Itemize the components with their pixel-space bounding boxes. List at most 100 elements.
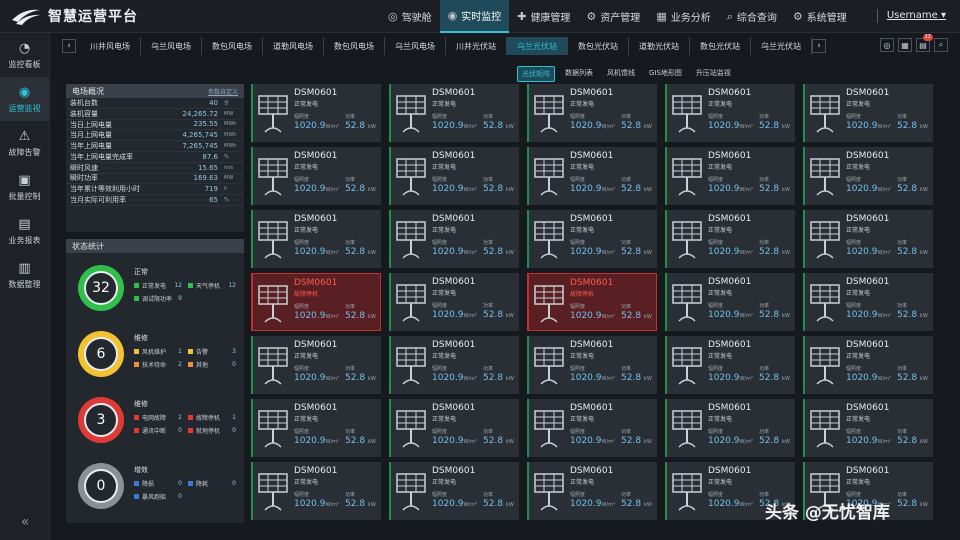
card-name: DSM0601 bbox=[432, 403, 476, 413]
notification-icon[interactable]: ▤ 12 bbox=[916, 34, 933, 52]
topnav-item[interactable]: ⚙ 资产管理 bbox=[578, 0, 648, 33]
irradiance-label: 辐照度 bbox=[846, 177, 862, 183]
card-status: 正常发电 bbox=[432, 227, 457, 234]
station-tab[interactable]: 道勒光伏站 bbox=[629, 37, 690, 55]
solar-card[interactable]: DSM0601 正常发电 辐照度 功率 1020.9W/m² 52.8 kW bbox=[527, 399, 657, 457]
solar-card[interactable]: DSM0601 正常发电 辐照度 功率 1020.9W/m² 52.8 kW bbox=[251, 336, 381, 394]
next-arrow-icon[interactable]: › bbox=[812, 39, 826, 53]
view-tab[interactable]: 数据列表 bbox=[565, 69, 593, 77]
irradiance-unit: W/m² bbox=[325, 376, 340, 382]
user-menu[interactable]: Username ▾ bbox=[886, 10, 946, 21]
station-tab[interactable]: 乌兰光伏站 bbox=[751, 37, 812, 55]
target-icon[interactable]: ◎ bbox=[880, 38, 894, 52]
station-tab[interactable]: 川井风电场 bbox=[80, 37, 141, 55]
sidebar-item[interactable]: ▣ 批量控制 bbox=[0, 165, 49, 209]
card-status: 正常发电 bbox=[294, 353, 319, 360]
topnav-item[interactable]: ⚙ 系统管理 bbox=[785, 0, 855, 33]
station-tab[interactable]: 川井光伏站 bbox=[446, 37, 507, 55]
solar-card[interactable]: DSM0601 正常发电 辐照度 功率 1020.9W/m² 52.8 kW bbox=[389, 336, 519, 394]
solar-card[interactable]: DSM0601 正常发电 辐照度 功率 1020.9W/m² 52.8 kW bbox=[527, 210, 657, 268]
solar-card[interactable]: DSM0601 正常发电 辐照度 功率 1020.9W/m² 52.8 kW bbox=[389, 273, 519, 331]
sidebar: ◔ 监控看板 ◉ 运营监视 ⚠ 故障告警 ▣ 批量控制 ▤ 业务报表 ▥ 数据整理 « bbox=[0, 33, 50, 540]
solar-card[interactable]: DSM0601 正常发电 辐照度 功率 1020.9W/m² 52.8 kW bbox=[389, 84, 519, 142]
solar-card[interactable]: DSM0601 正常发电 辐照度 功率 1020.9W/m² 52.8 kW bbox=[803, 336, 933, 394]
app-logo[interactable]: 智慧运营平台 bbox=[10, 6, 138, 26]
station-tab[interactable]: 数包风电场 bbox=[202, 37, 263, 55]
sidebar-item[interactable]: ▥ 数据整理 bbox=[0, 253, 49, 297]
power-label: 功率 bbox=[759, 240, 770, 246]
solar-card[interactable]: DSM0601 正常发电 辐照度 功率 1020.9W/m² 52.8 kW bbox=[665, 336, 795, 394]
solar-card[interactable]: DSM0601 正常发电 辐照度 功率 1020.9W/m² 52.8 kW bbox=[803, 399, 933, 457]
solar-card[interactable]: DSM0601 正常发电 辐照度 功率 1020.9W/m² 52.8 kW bbox=[665, 273, 795, 331]
power-value: 52.8 kW bbox=[897, 436, 928, 446]
logo-icon bbox=[12, 9, 40, 25]
grid-icon[interactable]: ▦ bbox=[898, 38, 912, 52]
power-unit: kW bbox=[781, 124, 790, 130]
solar-card[interactable]: DSM0601 正常发电 辐照度 功率 1020.9W/m² 52.8 kW bbox=[389, 210, 519, 268]
irradiance-unit: W/m² bbox=[877, 250, 892, 256]
solar-card[interactable]: DSM0601 正常发电 辐照度 功率 1020.9W/m² 52.8 kW bbox=[527, 462, 657, 520]
station-tab[interactable]: 数包光伏站 bbox=[568, 37, 629, 55]
solar-card[interactable]: DSM0601 正常发电 辐照度 功率 1020.9W/m² 52.8 kW bbox=[665, 210, 795, 268]
topnav-item[interactable]: ✚ 健康管理 bbox=[509, 0, 578, 33]
solar-card[interactable]: DSM0601 正常发电 辐照度 功率 1020.9W/m² 52.8 kW bbox=[251, 462, 381, 520]
sidebar-item[interactable]: ▤ 业务报表 bbox=[0, 209, 49, 253]
station-tab[interactable]: 数包光伏站 bbox=[690, 37, 751, 55]
solar-card[interactable]: DSM0601 故障停机 辐照度 功率 1020.9W/m² 52.8 kW bbox=[251, 273, 381, 331]
prev-arrow-icon[interactable]: ‹ bbox=[62, 39, 76, 53]
solar-card[interactable]: DSM0601 正常发电 辐照度 功率 1020.9W/m² 52.8 kW bbox=[803, 147, 933, 205]
solar-card[interactable]: DSM0601 正常发电 辐照度 功率 1020.9W/m² 52.8 kW bbox=[803, 462, 933, 520]
view-tab[interactable]: 升压站监视 bbox=[695, 69, 731, 77]
irradiance-unit: W/m² bbox=[325, 502, 340, 508]
station-tab[interactable]: 乌兰风电场 bbox=[385, 37, 446, 55]
power-unit: kW bbox=[367, 187, 376, 193]
status-count: 6 bbox=[84, 337, 118, 371]
collapse-icon[interactable]: « bbox=[20, 514, 30, 530]
view-tab[interactable]: 风机馈线 bbox=[607, 69, 635, 77]
solar-card[interactable]: DSM0601 正常发电 辐照度 功率 1020.9W/m² 52.8 kW bbox=[389, 399, 519, 457]
solar-card[interactable]: DSM0601 正常发电 辐照度 功率 1020.9W/m² 52.8 kW bbox=[389, 462, 519, 520]
station-tab[interactable]: 乌兰风电场 bbox=[141, 37, 202, 55]
station-tab[interactable]: 道勒风电场 bbox=[263, 37, 324, 55]
view-tab[interactable]: GIS地形图 bbox=[649, 69, 682, 77]
search-icon[interactable]: ⌕ bbox=[934, 38, 948, 52]
custom-params-link[interactable]: 参数自定义 bbox=[207, 88, 238, 96]
station-tab[interactable]: 乌兰光伏站 bbox=[507, 37, 568, 55]
solar-card[interactable]: DSM0601 正常发电 辐照度 功率 1020.9W/m² 52.8 kW bbox=[665, 147, 795, 205]
solar-card[interactable]: DSM0601 正常发电 辐照度 功率 1020.9W/m² 52.8 kW bbox=[665, 84, 795, 142]
power-number: 52.8 bbox=[483, 310, 504, 320]
irradiance-unit: W/m² bbox=[877, 439, 892, 445]
sidebar-item[interactable]: ⚠ 故障告警 bbox=[0, 121, 49, 165]
power-unit: kW bbox=[919, 250, 928, 256]
solar-card[interactable]: DSM0601 正常发电 辐照度 功率 1020.9W/m² 52.8 kW bbox=[803, 210, 933, 268]
solar-card[interactable]: DSM0601 正常发电 辐照度 功率 1020.9W/m² 52.8 kW bbox=[803, 84, 933, 142]
power-number: 52.8 bbox=[621, 373, 642, 383]
topnav-item[interactable]: ⌕ 综合查询 bbox=[719, 0, 785, 33]
card-name: DSM0601 bbox=[294, 151, 338, 161]
solar-card[interactable]: DSM0601 正常发电 辐照度 功率 1020.9W/m² 52.8 kW bbox=[665, 462, 795, 520]
view-tabs: 光伏矩阵 数据列表 风机馈线 GIS地形图 升压站监视 bbox=[517, 66, 735, 82]
sidebar-item[interactable]: ◔ 监控看板 bbox=[0, 33, 49, 77]
solar-card[interactable]: DSM0601 正常发电 辐照度 功率 1020.9W/m² 52.8 kW bbox=[803, 273, 933, 331]
irradiance-unit: W/m² bbox=[739, 502, 754, 508]
solar-card[interactable]: DSM0601 故障停机 辐照度 功率 1020.9W/m² 52.8 kW bbox=[527, 273, 657, 331]
solar-card[interactable]: DSM0601 正常发电 辐照度 功率 1020.9W/m² 52.8 kW bbox=[251, 84, 381, 142]
solar-card[interactable]: DSM0601 正常发电 辐照度 功率 1020.9W/m² 52.8 kW bbox=[251, 210, 381, 268]
station-tab[interactable]: 数包风电场 bbox=[324, 37, 385, 55]
solar-card[interactable]: DSM0601 正常发电 辐照度 功率 1020.9W/m² 52.8 kW bbox=[251, 399, 381, 457]
solar-card[interactable]: DSM0601 正常发电 辐照度 功率 1020.9W/m² 52.8 kW bbox=[527, 336, 657, 394]
sidebar-item[interactable]: ◉ 运营监视 bbox=[0, 77, 49, 121]
solar-card[interactable]: DSM0601 正常发电 辐照度 功率 1020.9W/m² 52.8 kW bbox=[251, 147, 381, 205]
irradiance-unit: W/m² bbox=[463, 124, 478, 130]
irradiance-number: 1020.9 bbox=[846, 499, 878, 509]
solar-card[interactable]: DSM0601 正常发电 辐照度 功率 1020.9W/m² 52.8 kW bbox=[389, 147, 519, 205]
status-item-count: 0 bbox=[232, 480, 236, 487]
topnav-item[interactable]: ◉ 实时监控 bbox=[439, 0, 510, 33]
view-tab[interactable]: 光伏矩阵 bbox=[517, 66, 555, 82]
solar-card[interactable]: DSM0601 正常发电 辐照度 功率 1020.9W/m² 52.8 kW bbox=[527, 84, 657, 142]
overview-row: 装机台数 40 台 bbox=[66, 98, 244, 109]
solar-card[interactable]: DSM0601 正常发电 辐照度 功率 1020.9W/m² 52.8 kW bbox=[527, 147, 657, 205]
topnav-item[interactable]: ▦ 业务分析 bbox=[648, 0, 718, 33]
solar-card[interactable]: DSM0601 正常发电 辐照度 功率 1020.9W/m² 52.8 kW bbox=[665, 399, 795, 457]
topnav-item[interactable]: ◎ 驾驶舱 bbox=[380, 0, 440, 33]
